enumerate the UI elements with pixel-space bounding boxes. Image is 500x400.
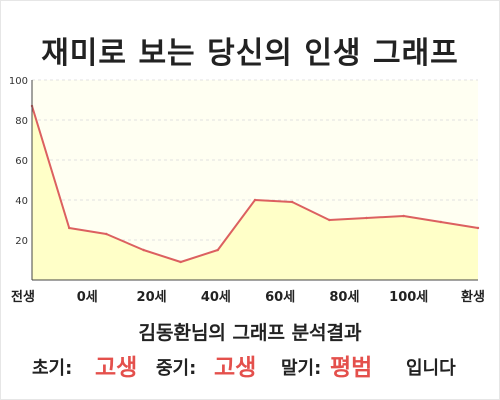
data-point-9 [365, 216, 368, 220]
x-tick-label: 환생 [461, 289, 485, 305]
stage-summary: 초기: 고생 중기: 고생 말기: 평범 입니다 [0, 348, 500, 382]
series-area [32, 106, 478, 280]
data-point-4 [179, 260, 182, 264]
data-point-8 [328, 218, 331, 222]
x-tick-label: 60세 [265, 290, 295, 305]
y-tick-label: 60 [15, 156, 28, 167]
x-tick-label: 40세 [201, 290, 231, 305]
middle-label: 중기: [156, 358, 197, 379]
y-tick-label: 100 [9, 76, 28, 87]
x-tick-label: 80세 [329, 290, 359, 305]
data-point-7 [290, 200, 294, 204]
ending-text: 입니다 [406, 358, 456, 379]
middle-value: 고생 [214, 355, 257, 381]
early-value: 고생 [95, 355, 138, 381]
data-point-11 [439, 220, 443, 224]
y-tick-labels: 20 40 60 80 100 [9, 76, 28, 247]
x-tick-labels: 전생 0세 20세 40세 60세 80세 100세 환생 [11, 289, 485, 305]
x-tick-label: 0세 [77, 290, 98, 305]
early-label: 초기: [32, 358, 73, 379]
data-point-12 [476, 226, 480, 230]
x-tick-label: 전생 [11, 289, 35, 305]
data-point-5 [216, 248, 220, 252]
y-tick-label: 20 [15, 236, 28, 247]
x-tick-label: 100세 [389, 290, 428, 305]
data-point-3 [142, 248, 145, 252]
data-point-10 [402, 214, 405, 218]
axes [31, 80, 478, 281]
y-tick-label: 40 [15, 196, 28, 207]
y-tick-label: 80 [15, 116, 28, 127]
late-label: 말기: [281, 358, 322, 379]
data-point-1 [67, 226, 71, 230]
data-point-6 [253, 198, 257, 202]
late-value: 평범 [330, 355, 373, 381]
analysis-heading: 김동환님의 그래프 분석결과 [138, 322, 362, 344]
data-point-2 [105, 232, 108, 236]
page-title: 재미로 보는 당신의 인생 그래프 [41, 36, 459, 71]
x-tick-label: 20세 [137, 290, 167, 305]
life-series [30, 104, 480, 280]
